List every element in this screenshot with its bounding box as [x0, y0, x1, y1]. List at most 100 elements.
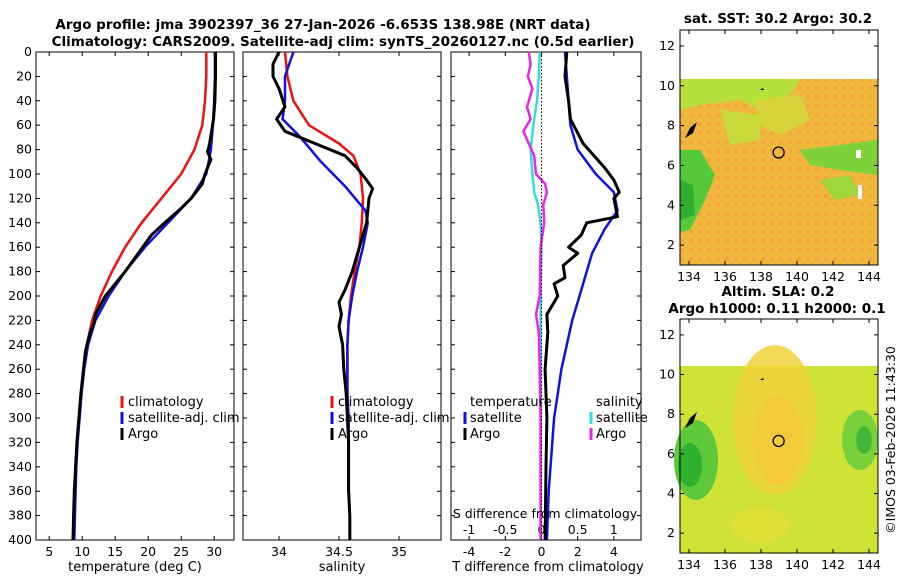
series-line-t-argo [543, 51, 621, 541]
y-tick-label: 380 [8, 508, 32, 523]
sst-map-ticks: 134 136 138 140 142 144 2 4 6 8 10 12 [659, 30, 881, 284]
y-tick-label: 180 [8, 264, 32, 279]
legend-label-satellite: satellite-adj. clim [338, 411, 450, 426]
y-tick-label: 100 [8, 166, 32, 181]
legend-label-argo: Argo [128, 427, 158, 442]
legend-label-satellite: satellite-adj. clim [128, 411, 240, 426]
y-tick-label: 240 [8, 337, 32, 352]
x-tick-label: 144 [857, 269, 881, 284]
s-x-tick-label: 1 [610, 522, 618, 537]
y-tick-label: 6 [667, 446, 675, 461]
x-tick-label: 140 [785, 557, 809, 572]
x-tick-label: 136 [713, 269, 737, 284]
x-tick-label: 15 [107, 544, 123, 559]
imos-stamp: ©IMOS 03-Feb-2026 11:43:30 [883, 346, 898, 534]
series-line-argo [271, 51, 375, 540]
y-tick-label: 4 [667, 197, 675, 212]
x-tick-label: 136 [713, 557, 737, 572]
y-tick-label: 10 [659, 78, 675, 93]
y-tick-label: 12 [659, 327, 675, 342]
sla-high-patch [730, 507, 790, 543]
legend-label-argo: Argo [338, 427, 368, 442]
x-tick-label: 34.5 [325, 544, 353, 559]
sst-missing-pixel [858, 185, 862, 199]
legend-header-temperature: temperature [470, 395, 552, 410]
legend-label-s-satellite: satellite [596, 411, 648, 426]
y-tick-label: 6 [667, 157, 675, 172]
sst-missing-pixel [856, 150, 861, 158]
y-tick-label: 20 [16, 68, 32, 83]
temperature-plot: 0 20 40 60 80 100 120 140 160 180 200 220 240 260 280 3… [8, 44, 234, 559]
x-tick-label: 34 [271, 544, 287, 559]
sla-map-title: Altim. SLA: 0.2 [721, 284, 834, 300]
y-tick-label: 8 [667, 406, 675, 421]
x-tick-label: -2 [499, 544, 511, 559]
x-tick-label: 35 [391, 544, 407, 559]
difference-xlabel: T difference from climatology [451, 560, 644, 575]
sla-low-patch [856, 426, 872, 454]
coastline [685, 122, 697, 138]
difference-legend: temperature satellite Argo salinity sate… [463, 395, 648, 442]
y-tick-label: 140 [8, 215, 32, 230]
x-tick-label: 138 [749, 269, 773, 284]
y-tick-label: 0 [24, 44, 32, 59]
y-tick-label: 80 [16, 142, 32, 157]
x-tick-label: 134 [677, 557, 701, 572]
y-tick-label: 2 [667, 237, 675, 252]
s-x-tick-label: 0.5 [568, 522, 588, 537]
y-tick-label: 10 [659, 367, 675, 382]
figure-title-line1: Argo profile: jma 3902397_36 27-Jan-2026… [55, 17, 590, 33]
y-tick-label: 2 [667, 525, 675, 540]
sst-mid-patch [755, 95, 810, 135]
legend-header-salinity: salinity [596, 395, 643, 410]
x-tick-label: 2 [574, 544, 582, 559]
y-tick-label: 40 [16, 93, 32, 108]
x-tick-label: 144 [857, 557, 881, 572]
y-tick-label: 12 [659, 38, 675, 53]
sla-map-ticks: 134 136 138 140 142 144 2 4 6 8 10 12 [659, 319, 881, 572]
series-line-satellite-adj-clim [281, 51, 370, 540]
y-tick-label: 200 [8, 288, 32, 303]
temperature-axes [35, 51, 235, 541]
x-tick-label: 142 [821, 557, 845, 572]
salinity-xlabel: salinity [319, 560, 366, 575]
sla-map-axes [679, 318, 879, 554]
x-tick-label: 4 [610, 544, 618, 559]
sla-high-patch [753, 395, 803, 485]
x-tick-label: -4 [463, 544, 476, 559]
x-tick-label: 30 [206, 544, 222, 559]
y-tick-label: 60 [16, 117, 32, 132]
x-tick-label: 0 [537, 544, 545, 559]
y-tick-label: 320 [8, 434, 32, 449]
x-tick-label: 142 [821, 269, 845, 284]
series-line-argo [71, 52, 217, 541]
legend-label-t-argo: Argo [470, 427, 500, 442]
sla-field [674, 345, 878, 553]
legend-label-s-argo: Argo [596, 427, 626, 442]
sla-map-subtitle: Argo h1000: 0.11 h2000: 0.1 [668, 301, 885, 317]
sst-map-title: sat. SST: 30.2 Argo: 30.2 [684, 11, 872, 27]
sst-mid-patch [720, 110, 760, 145]
sst-cool-patch [820, 175, 860, 200]
x-tick-label: 134 [677, 269, 701, 284]
series-line-satellite-adj-clim [73, 52, 217, 541]
y-tick-label: 220 [8, 312, 32, 327]
y-tick-label: 280 [8, 386, 32, 401]
series-line-climatology [71, 52, 208, 541]
figure-title-line2: Climatology: CARS2009. Satellite-adj cli… [52, 34, 635, 50]
y-tick-label: 400 [8, 532, 32, 547]
sst-field [680, 79, 878, 265]
s-x-tick-label: -0.5 [493, 522, 517, 537]
x-tick-label: 5 [45, 544, 53, 559]
sla-low-patch [678, 443, 702, 487]
temperature-xlabel: temperature (deg C) [68, 560, 202, 575]
y-tick-label: 340 [8, 459, 32, 474]
legend-label-climatology: climatology [128, 395, 204, 410]
y-tick-label: 300 [8, 410, 32, 425]
y-tick-label: 120 [8, 190, 32, 205]
series-line-s-argo [522, 51, 549, 540]
y-tick-label: 8 [667, 118, 675, 133]
y-tick-label: 160 [8, 239, 32, 254]
